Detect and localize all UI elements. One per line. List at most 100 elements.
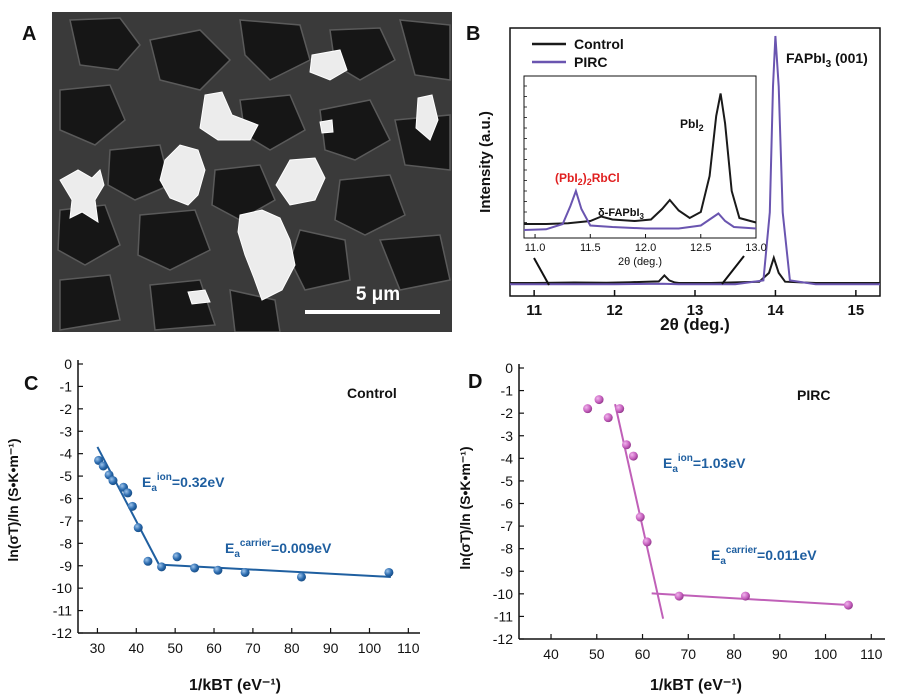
scale-bar	[305, 310, 440, 314]
panel-c-y-tick-label: -3	[60, 423, 73, 439]
xrd-series	[510, 35, 880, 286]
panel-d-fit-line	[651, 592, 851, 607]
inset-x-axis-label: 2θ (deg.)	[618, 256, 662, 268]
panel-d-y-axis-label: ln(σT)/ln (S•K•m⁻¹)	[457, 446, 473, 569]
panel-d-y-tick-label: -8	[501, 541, 514, 557]
panel-c-data-point	[240, 567, 250, 577]
panel-c-x-tick-label: 90	[323, 640, 339, 656]
panel-d-y-tick-label: -12	[493, 631, 513, 647]
inset-series-pirc	[523, 187, 757, 231]
xrd-x-axis-label: 2θ (deg.)	[660, 315, 730, 334]
panel-d-x-tick-label: 100	[814, 646, 838, 662]
panel-d-y-tick-label: -7	[501, 518, 514, 534]
panel-d-y-tick-label: -9	[501, 563, 514, 579]
panel-c-data-point	[98, 461, 108, 471]
panel-c-data-point	[133, 523, 143, 533]
panel-c-y-tick-label: -8	[60, 535, 73, 551]
inset-label-rbcl: (PbI2)2RbCl	[555, 171, 620, 187]
panel-c-x-tick-label: 70	[245, 640, 261, 656]
panel-c-axes: 0 -1 -2 -3 -4 -5 -6 -7 -8 -9 -10 -11 -12 30 40 50 60 70 80…	[52, 356, 420, 656]
inset-x-tick-label: 12.5	[690, 242, 711, 254]
panel-c-x-tick-label: 60	[206, 640, 222, 656]
panel-c: C 0 -1 -2 -3 -4 -5 -6 -7 -8 -9 -10 -11 -12 30 40 50 60 70…	[5, 356, 420, 694]
panel-c-y-tick-label: -10	[52, 580, 72, 596]
panel-a: A	[22, 12, 452, 332]
panel-c-y-tick-label: -9	[60, 558, 73, 574]
panel-c-data-point	[190, 563, 200, 573]
panel-c-y-tick-label: -11	[53, 603, 72, 619]
panel-d-x-tick-label: 110	[860, 646, 883, 662]
panel-c-carrier-label: Eacarrier=0.009eV	[225, 538, 332, 560]
panel-d-data-point	[615, 404, 625, 414]
peak-label-fapbi3: FAPbI3 (001)	[786, 50, 868, 70]
panel-c-x-tick-label: 50	[167, 640, 183, 656]
panel-c-y-tick-label: -2	[60, 401, 73, 417]
panel-c-data-point	[108, 476, 118, 486]
panel-c-title: Control	[347, 385, 397, 401]
panel-c-ion-label: Eaion=0.32eV	[142, 472, 225, 494]
inset-series-control	[524, 93, 757, 225]
panel-d-y-tick-label: -6	[501, 496, 514, 512]
panel-d-data-point	[635, 512, 645, 522]
scale-bar-label: 5 μm	[356, 284, 400, 305]
panel-d-data-point	[628, 451, 638, 461]
panel-c-data-point	[384, 567, 394, 577]
panel-d-axes: 0 -1 -2 -3 -4 -5 -6 -7 -8 -9 -10 -11 -12 40 50 60 70 80 90…	[493, 360, 885, 662]
panel-d-data-point	[622, 440, 632, 450]
panel-d-data-point	[594, 395, 604, 405]
panel-c-y-tick-label: -4	[60, 446, 73, 462]
panel-c-x-tick-label: 100	[358, 640, 382, 656]
panel-d-x-axis-label: 1/kBT (eV⁻¹)	[650, 677, 742, 694]
panel-d-data-point	[740, 591, 750, 601]
inset-x-tick-label: 11.5	[580, 242, 601, 254]
xrd-x-tick-label: 12	[606, 302, 623, 319]
panel-d-data-point	[603, 413, 613, 423]
panel-d-y-tick-label: -3	[501, 428, 514, 444]
panel-c-data-point	[123, 488, 133, 498]
panel-d: D 0 -1 -2 -3 -4 -5 -6 -7 -8 -9 -10 -11 -12 40 50 60 70 80…	[457, 360, 885, 694]
panel-c-data-point	[157, 562, 167, 572]
panel-b: B 11 12 13 14 15 2θ (deg.) Intensity (a.u.) …	[466, 23, 881, 334]
panel-d-y-tick-label: -11	[494, 608, 513, 624]
panel-d-x-tick-label: 80	[726, 646, 742, 662]
panel-d-data-point	[583, 404, 593, 414]
panel-c-y-tick-label: -1	[60, 378, 73, 394]
inset-frame	[523, 75, 757, 239]
inset-connector-left	[533, 257, 550, 286]
panel-d-data-point	[642, 537, 652, 547]
xrd-legend: Control PIRC	[532, 36, 624, 70]
panel-d-y-tick-label: 0	[505, 360, 513, 376]
panel-c-y-tick-label: -7	[60, 513, 73, 529]
xrd-series-pirc	[510, 35, 880, 286]
panel-d-data-point	[843, 600, 853, 610]
panel-c-data-point	[296, 572, 306, 582]
panel-d-y-tick-label: -4	[501, 450, 514, 466]
inset-x-tick-label: 12.0	[635, 242, 656, 254]
panel-c-plot	[94, 446, 394, 582]
inset-x-tick-label: 11.0	[525, 242, 546, 254]
panel-c-y-tick-label: -12	[52, 625, 72, 641]
xrd-x-tick-label: 14	[767, 302, 784, 319]
xrd-x-ticks: 11 12 13 14 15	[526, 290, 864, 319]
xrd-inset: 11.0 11.5 12.0 12.5 13.0 2θ (deg.) PbI2 (PbI…	[523, 75, 767, 268]
panel-d-x-tick-label: 40	[543, 646, 559, 662]
panel-c-x-tick-label: 80	[284, 640, 300, 656]
panel-c-data-point	[172, 552, 182, 562]
panel-d-data-point	[674, 591, 684, 601]
panel-d-x-tick-label: 90	[772, 646, 788, 662]
panel-d-x-tick-label: 60	[635, 646, 651, 662]
inset-x-ticks: 11.0 11.5 12.0 12.5 13.0	[524, 85, 767, 254]
panel-d-x-tick-label: 50	[589, 646, 605, 662]
inset-label-delta-fapbi3: δ-FAPbI3	[598, 207, 645, 221]
panel-c-y-tick-label: 0	[64, 356, 72, 372]
panel-d-carrier-label: Eacarrier=0.011eV	[711, 545, 817, 567]
legend-label-pirc: PIRC	[574, 54, 607, 70]
panel-d-y-tick-label: -10	[493, 586, 513, 602]
inset-series	[523, 93, 757, 231]
panel-c-x-tick-label: 30	[90, 640, 106, 656]
panel-c-y-tick-label: -5	[60, 468, 73, 484]
panel-c-data-point	[127, 501, 137, 511]
xrd-x-tick-label: 13	[687, 302, 704, 319]
inset-connector-right	[721, 255, 745, 285]
panel-d-title: PIRC	[797, 387, 830, 403]
